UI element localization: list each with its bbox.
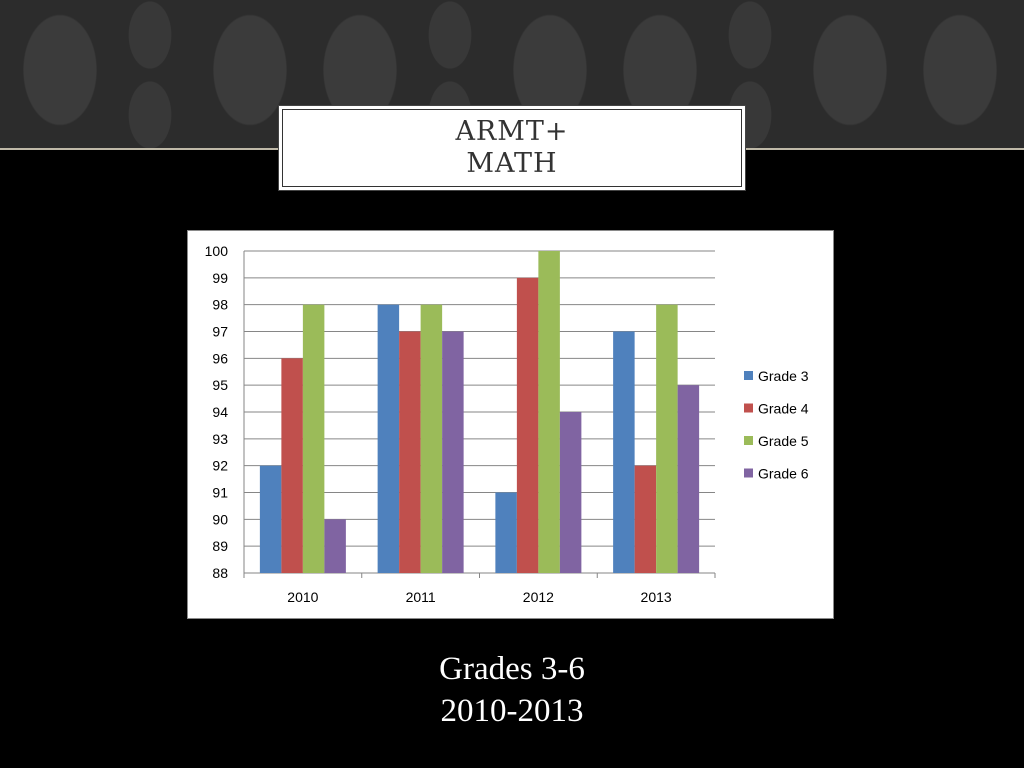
- bar: [377, 304, 400, 573]
- x-tick-label: 2011: [406, 589, 436, 605]
- y-tick-label: 96: [212, 350, 228, 366]
- bar: [677, 385, 700, 573]
- bar: [259, 465, 282, 573]
- bar: [420, 304, 443, 573]
- y-tick-label: 89: [212, 538, 228, 554]
- bar: [281, 358, 303, 573]
- bar: [538, 251, 560, 573]
- bar: [302, 304, 325, 573]
- damask-banner: [0, 0, 1024, 148]
- y-tick-label: 98: [212, 297, 228, 313]
- legend-label: Grade 6: [758, 466, 809, 482]
- bar: [559, 412, 582, 573]
- legend-label: Grade 5: [758, 433, 809, 449]
- y-tick-label: 97: [212, 324, 228, 340]
- bar: [634, 465, 657, 573]
- bar: [656, 304, 678, 573]
- title-box-inner: ARMT+ MATH: [282, 109, 742, 187]
- legend-swatch: [744, 371, 753, 380]
- legend-label: Grade 4: [758, 401, 809, 417]
- x-tick-label: 2010: [287, 589, 318, 605]
- legend-swatch: [744, 403, 753, 413]
- legend-swatch: [744, 468, 753, 478]
- title-line-2: MATH: [466, 148, 558, 179]
- x-tick-label: 2012: [523, 589, 554, 605]
- bar: [613, 331, 635, 573]
- y-tick-label: 91: [212, 485, 228, 501]
- title-box: ARMT+ MATH: [278, 105, 746, 191]
- title-line-1: ARMT+: [455, 116, 569, 147]
- y-tick-label: 94: [212, 404, 228, 420]
- y-tick-label: 92: [212, 458, 228, 474]
- bar: [495, 492, 517, 573]
- bar: [442, 331, 464, 573]
- bar-chart: 88 89 90 91 92 93 94 95 96 97 98 99 100 2010 2011 2012 2…: [205, 243, 809, 605]
- legend-swatch: [744, 436, 753, 445]
- subtitle: Grades 3-6 2010-2013: [0, 648, 1024, 732]
- bar: [324, 519, 346, 573]
- bar: [516, 277, 539, 573]
- x-tick-label: 2013: [641, 589, 672, 605]
- subtitle-years: 2010-2013: [440, 693, 584, 729]
- y-tick-label: 95: [212, 377, 228, 393]
- y-tick-label: 99: [212, 270, 228, 286]
- subtitle-grades: Grades 3-6: [439, 651, 585, 687]
- legend-label: Grade 3: [758, 368, 809, 384]
- y-tick-label: 90: [212, 511, 228, 527]
- y-tick-label: 93: [212, 431, 228, 447]
- y-tick-label: 88: [212, 565, 228, 581]
- y-tick-label: 100: [205, 243, 229, 259]
- bar: [399, 331, 421, 573]
- chart-frame: 88 89 90 91 92 93 94 95 96 97 98 99 100 2010 2011 2012 2…: [187, 230, 834, 619]
